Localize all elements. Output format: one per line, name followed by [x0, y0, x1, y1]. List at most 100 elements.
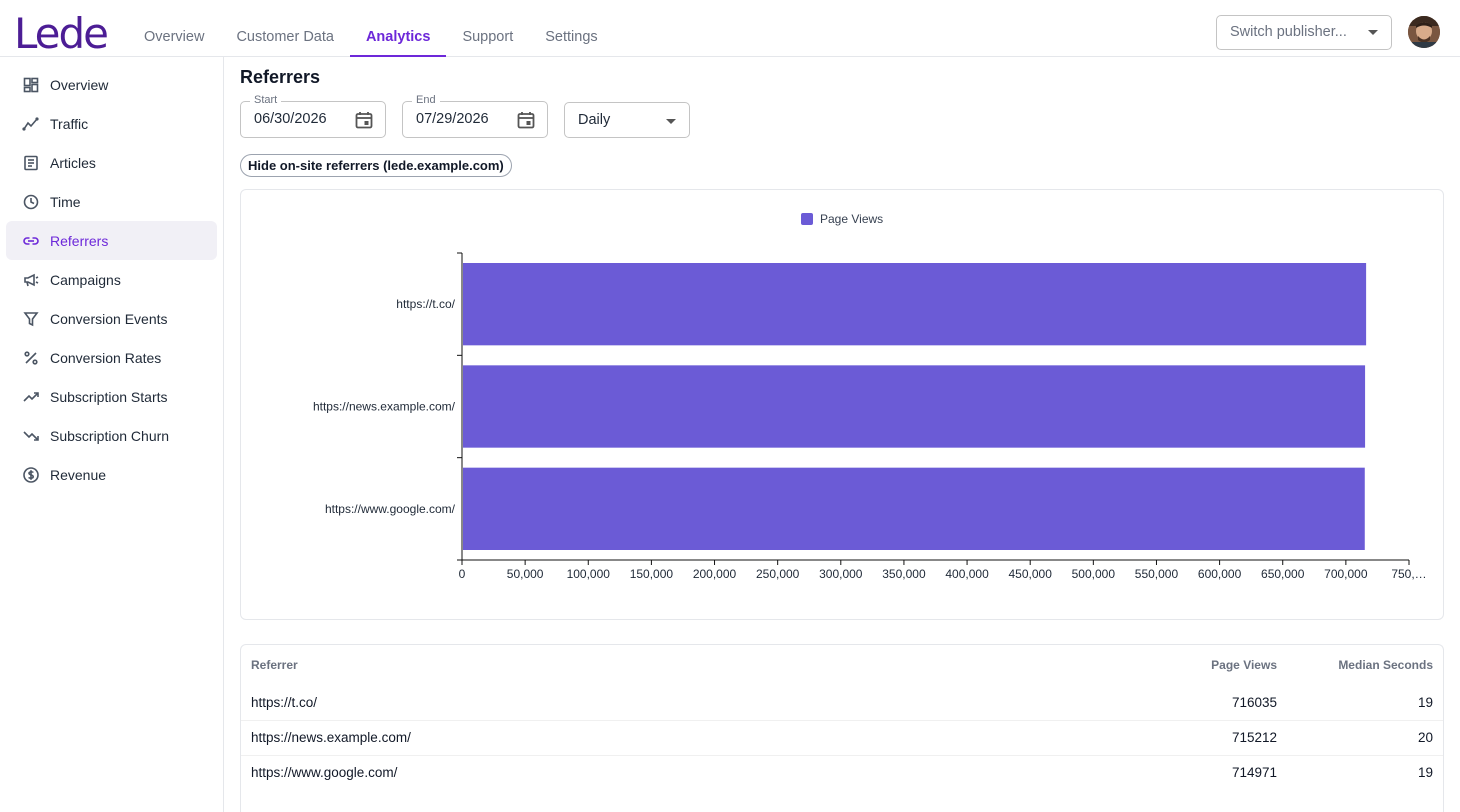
sidebar-item-conversion-events[interactable]: Conversion Events [6, 299, 217, 338]
page-views-cell: 715212 [1087, 719, 1287, 755]
percent-icon [22, 349, 40, 367]
link-icon [22, 232, 40, 250]
avatar[interactable] [1408, 16, 1440, 48]
x-tick-label: 250,000 [756, 567, 800, 581]
referrers-table-card: Referrer Page Views Median Seconds https… [240, 644, 1444, 812]
x-tick-label: 500,000 [1072, 567, 1116, 581]
sidebar-item-campaigns[interactable]: Campaigns [6, 260, 217, 299]
frequency-select-value: Daily [578, 112, 611, 128]
sidebar-item-articles[interactable]: Articles [6, 143, 217, 182]
x-tick-label: 750,… [1391, 567, 1426, 581]
sidebar-item-overview[interactable]: Overview [6, 65, 217, 104]
start-date-field[interactable]: Start 06/30/2026 [240, 94, 386, 138]
sidebar-item-traffic[interactable]: Traffic [6, 104, 217, 143]
referrers-bar-chart: Page Views https://t.co/https://news.exam… [313, 212, 1427, 581]
x-tick-label: 0 [459, 567, 466, 581]
x-tick-label: 150,000 [630, 567, 674, 581]
sidebar: Overview Traffic Articles Time Referrers… [0, 57, 224, 812]
bar [463, 263, 1367, 346]
user-avatar-icon [1408, 16, 1440, 48]
publisher-select-placeholder: Switch publisher... [1230, 24, 1347, 40]
x-tick-label: 650,000 [1261, 567, 1305, 581]
traffic-chart-icon [22, 115, 40, 133]
bar [463, 365, 1366, 448]
app-logo[interactable]: Lede [14, 9, 109, 58]
sidebar-item-label: Conversion Events [50, 310, 168, 327]
calendar-icon[interactable] [354, 110, 374, 130]
sidebar-item-label: Traffic [50, 115, 89, 132]
chevron-down-icon [666, 119, 676, 124]
main-nav: Overview Customer Data Analytics Support… [128, 0, 614, 57]
start-date-value[interactable]: 06/30/2026 [254, 111, 327, 127]
legend-swatch [801, 213, 813, 225]
x-tick-label: 100,000 [567, 567, 611, 581]
chevron-down-icon [1368, 30, 1378, 35]
sidebar-item-revenue[interactable]: Revenue [6, 455, 217, 494]
referrer-cell: https://www.google.com/ [241, 754, 1087, 790]
table-row[interactable]: https://t.co/ 716035 19 [241, 685, 1443, 720]
top-bar: Lede Overview Customer Data Analytics Su… [0, 0, 1460, 58]
table-row[interactable]: https://news.example.com/ 715212 20 [241, 719, 1443, 755]
sidebar-item-subscription-churn[interactable]: Subscription Churn [6, 416, 217, 455]
end-date-field[interactable]: End 07/29/2026 [402, 94, 548, 138]
article-icon [22, 154, 40, 172]
x-tick-label: 350,000 [882, 567, 926, 581]
column-header-referrer[interactable]: Referrer [251, 658, 298, 672]
sidebar-item-label: Referrers [50, 232, 109, 249]
sidebar-item-label: Subscription Starts [50, 388, 168, 405]
trending-down-icon [22, 427, 40, 445]
calendar-icon[interactable] [516, 110, 536, 130]
median-seconds-cell: 20 [1287, 719, 1443, 755]
frequency-select[interactable]: Daily [564, 102, 690, 138]
clock-icon [22, 193, 40, 211]
page-views-cell: 714971 [1087, 754, 1287, 790]
sidebar-item-label: Subscription Churn [50, 427, 170, 444]
x-tick-label: 550,000 [1135, 567, 1179, 581]
dollar-circle-icon [22, 466, 40, 484]
sidebar-item-label: Overview [50, 76, 109, 93]
tab-settings[interactable]: Settings [545, 29, 598, 45]
sidebar-item-conversion-rates[interactable]: Conversion Rates [6, 338, 217, 377]
referrer-cell: https://news.example.com/ [241, 719, 1087, 755]
sidebar-item-referrers[interactable]: Referrers [6, 221, 217, 260]
referrers-table: Referrer Page Views Median Seconds https… [241, 645, 1443, 790]
category-label: https://www.google.com/ [325, 502, 456, 516]
hide-onsite-referrers-toggle[interactable]: Hide on-site referrers (lede.example.com… [240, 154, 512, 177]
sidebar-item-label: Time [50, 193, 81, 210]
column-header-median-seconds[interactable]: Median Seconds [1338, 658, 1433, 672]
legend-label: Page Views [820, 212, 883, 226]
median-seconds-cell: 19 [1417, 694, 1433, 710]
tab-customer-data[interactable]: Customer Data [236, 29, 334, 45]
trending-up-icon [22, 388, 40, 406]
x-tick-label: 600,000 [1198, 567, 1242, 581]
sidebar-item-label: Revenue [50, 466, 107, 483]
tab-support[interactable]: Support [462, 29, 514, 45]
x-tick-label: 300,000 [819, 567, 863, 581]
funnel-icon [22, 310, 40, 328]
publisher-select[interactable]: Switch publisher... [1216, 15, 1392, 50]
sidebar-item-label: Campaigns [50, 271, 121, 288]
tab-overview[interactable]: Overview [144, 29, 205, 45]
column-header-page-views[interactable]: Page Views [1211, 658, 1277, 672]
start-date-label: Start [250, 94, 282, 106]
page-title: Referrers [240, 67, 321, 87]
table-row[interactable]: https://www.google.com/ 714971 19 [241, 754, 1443, 790]
x-tick-label: 400,000 [945, 567, 989, 581]
sidebar-item-label: Conversion Rates [50, 349, 162, 366]
page-views-cell: 716035 [1231, 694, 1277, 710]
referrer-cell: https://t.co/ [251, 694, 318, 710]
x-tick-label: 700,000 [1324, 567, 1368, 581]
x-tick-label: 200,000 [693, 567, 737, 581]
end-date-label: End [412, 94, 440, 106]
median-seconds-cell: 19 [1287, 754, 1443, 790]
end-date-value[interactable]: 07/29/2026 [416, 111, 489, 127]
bar [463, 467, 1365, 550]
category-label: https://news.example.com/ [313, 400, 456, 414]
megaphone-icon [22, 271, 40, 289]
x-tick-label: 450,000 [1009, 567, 1053, 581]
sidebar-item-time[interactable]: Time [6, 182, 217, 221]
tab-analytics[interactable]: Analytics [349, 0, 447, 57]
referrers-chart-card: Page Views https://t.co/https://news.exam… [240, 189, 1444, 620]
sidebar-item-subscription-starts[interactable]: Subscription Starts [6, 377, 217, 416]
table-header-row: Referrer Page Views Median Seconds [241, 645, 1443, 685]
